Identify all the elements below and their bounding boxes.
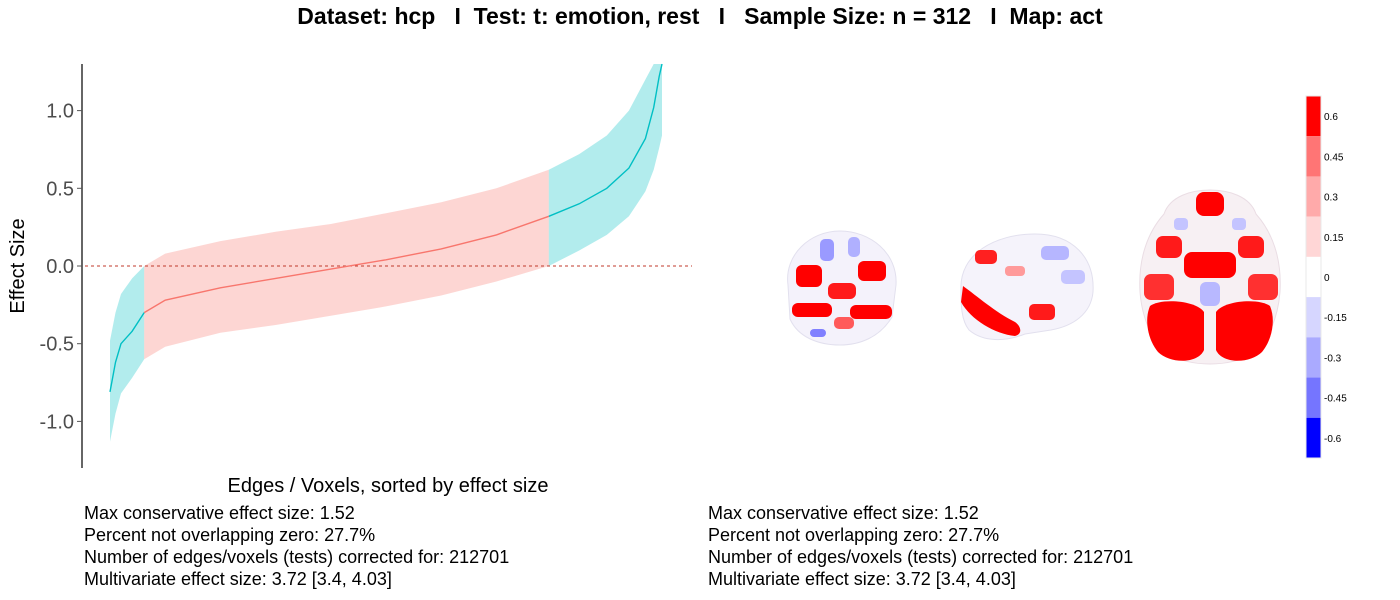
colorbar-label: 0.3 (1324, 193, 1338, 204)
colorbar-label: -0.15 (1324, 313, 1347, 324)
axial-blob (1184, 252, 1236, 278)
colorbar-labels: 0.6 0.45 0.3 0.15 0 -0.15 -0.3 -0.45 -0.6 (1324, 112, 1347, 445)
stats-panel-right: Max conservative effect size: 1.52 Perce… (708, 502, 1133, 590)
axial-blob (1196, 192, 1224, 216)
colorbar-label: -0.45 (1324, 394, 1347, 405)
axial-blob (1147, 301, 1204, 361)
sagittal-blob (1041, 246, 1069, 260)
axial-blob (1238, 236, 1264, 258)
axial-blob (1144, 274, 1174, 300)
band-mid (144, 169, 549, 360)
colorbar-cell (1306, 256, 1321, 298)
sagittal-blob (1061, 270, 1085, 284)
y-tick-label: 0.0 (46, 256, 74, 278)
colorbar-cell (1306, 136, 1321, 177)
colorbar-label: -0.6 (1324, 434, 1342, 445)
colorbar-label: 0.15 (1324, 233, 1344, 244)
y-tick-label: -0.5 (40, 334, 74, 356)
colorbar-cell (1306, 377, 1321, 418)
curve-high (548, 63, 663, 217)
y-tick-label: 0.5 (46, 178, 74, 200)
confidence-bands (110, 64, 662, 442)
stat-max-effect: Max conservative effect size: 1.52 (708, 503, 979, 523)
colorbar-label: 0.45 (1324, 152, 1344, 163)
colorbar-cell (1306, 297, 1321, 338)
colorbar-cell (1306, 417, 1321, 458)
coronal-blob (796, 265, 822, 287)
sagittal-blob (1005, 266, 1025, 276)
stats-panel-left: Max conservative effect size: 1.52 Perce… (84, 502, 509, 590)
axial-blob (1200, 282, 1220, 306)
effect-curves (109, 63, 663, 393)
sagittal-blob (975, 250, 997, 264)
axial-blob (1216, 301, 1273, 361)
colorbar: 0.6 0.45 0.3 0.15 0 -0.15 -0.3 -0.45 -0.6 (1305, 95, 1347, 459)
y-axis-label: Effect Size (7, 218, 29, 313)
colorbar-cell (1306, 216, 1321, 257)
axial-slice (1139, 189, 1281, 365)
sagittal-slice (960, 233, 1094, 340)
stat-percent-nonzero: Percent not overlapping zero: 27.7% (84, 525, 376, 545)
coronal-blob (792, 303, 832, 317)
coronal-blob (810, 329, 826, 337)
y-tick-label: 1.0 (46, 101, 74, 123)
coronal-blob (858, 261, 886, 281)
coronal-blob (850, 305, 892, 319)
coronal-blob (828, 283, 856, 299)
axial-blob (1156, 236, 1182, 258)
colorbar-cell (1306, 96, 1321, 137)
y-axis-ticks: 1.0 0.5 0.0 -0.5 -1.0 (40, 101, 82, 433)
sagittal-blob (1029, 304, 1055, 320)
y-tick-label: -1.0 (40, 411, 74, 433)
colorbar-label: -0.3 (1324, 353, 1342, 364)
effect-size-chart: 1.0 0.5 0.0 -0.5 -1.0 Effect Size Edges / Vo… (7, 63, 692, 497)
curve-low (109, 312, 145, 393)
coronal-slice (787, 230, 897, 346)
x-axis-label: Edges / Voxels, sorted by effect size (228, 475, 549, 497)
stat-max-effect: Max conservative effect size: 1.52 (84, 503, 355, 523)
stat-tests-corrected: Number of edges/voxels (tests) corrected… (708, 547, 1134, 567)
stat-multivariate: Multivariate effect size: 3.72 [3.4, 4.0… (708, 569, 1016, 589)
sagittal-outline (960, 233, 1094, 340)
colorbar-cell (1306, 337, 1321, 378)
brain-map-area (787, 189, 1281, 365)
band-low (110, 266, 145, 442)
colorbar-label: 0 (1324, 273, 1330, 284)
curve-mid (143, 215, 550, 314)
axial-blob (1232, 218, 1246, 230)
axial-blob (1174, 218, 1188, 230)
sagittal-blob (961, 286, 1021, 336)
band-high (548, 64, 662, 266)
page-title: Dataset: hcp I Test: t: emotion, rest I … (297, 3, 1103, 29)
stat-multivariate: Multivariate effect size: 3.72 [3.4, 4.0… (84, 569, 392, 589)
coronal-blob (848, 237, 860, 257)
coronal-blob (820, 239, 834, 261)
stat-tests-corrected: Number of edges/voxels (tests) corrected… (84, 547, 510, 567)
colorbar-label: 0.6 (1324, 112, 1338, 123)
coronal-blob (834, 317, 854, 329)
colorbar-frame (1305, 95, 1322, 459)
stat-percent-nonzero: Percent not overlapping zero: 27.7% (708, 525, 1000, 545)
colorbar-cell (1306, 176, 1321, 217)
colorbar-cells (1305, 95, 1322, 459)
axial-blob (1248, 274, 1278, 300)
